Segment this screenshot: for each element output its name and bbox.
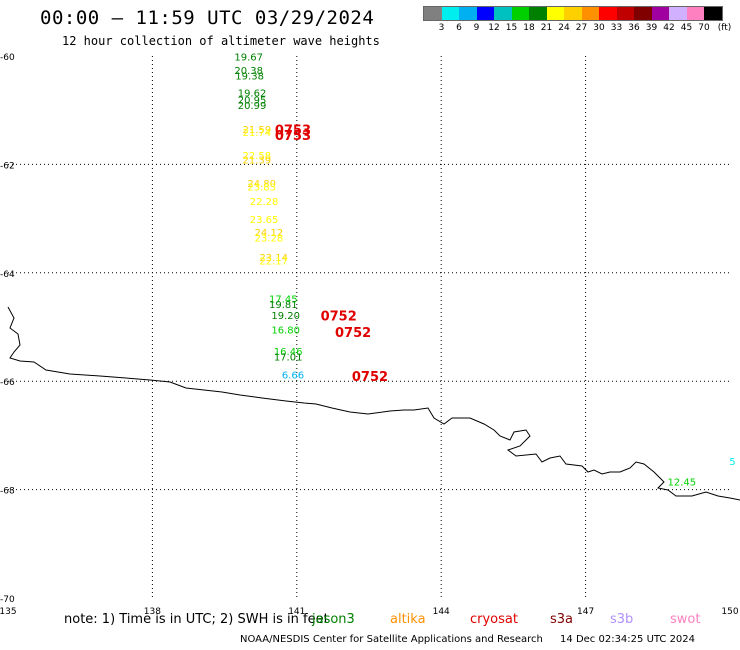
wave-height-value: 22.17 (259, 257, 288, 268)
wave-height-value: 24.80 (247, 179, 276, 190)
satellite-key-cryosat: cryosat (470, 612, 518, 627)
pass-time-label: 0753 (275, 124, 311, 139)
wave-height-value: 23.14 (259, 253, 288, 264)
legend-swatch (529, 7, 547, 20)
legend-label: 21 (540, 23, 553, 33)
legend-swatches (423, 6, 723, 21)
satellite-key-swot: swot (670, 612, 701, 627)
wave-height-value: 6.66 (282, 370, 304, 381)
lon-tick-label: 141 (288, 607, 305, 617)
legend-labels: 3 6 9 12 15 18 21 24 27 30 33 36 39 42 45 70 (ft) (423, 21, 732, 35)
lat-tick-label: -64 (0, 270, 15, 280)
legend-label: 45 (680, 23, 693, 33)
lat-tick-label: -70 (0, 595, 15, 605)
wave-height-value: 19.81 (269, 300, 298, 311)
legend-swatch (669, 7, 687, 20)
pass-time-label: 0752 (352, 370, 388, 385)
legend-swatch (616, 7, 634, 20)
legend-swatch (494, 7, 512, 20)
legend-swatch (634, 7, 652, 20)
legend-label: 27 (575, 23, 588, 33)
wave-height-value: 19.38 (235, 71, 264, 82)
wave-height-value: 24.12 (255, 228, 284, 239)
legend-label: 18 (523, 23, 535, 33)
lon-tick-label: 147 (577, 607, 594, 617)
lon-tick-label: 144 (433, 607, 450, 617)
wave-height-value: 19.20 (271, 311, 300, 322)
legend-unit: (ft) (717, 23, 732, 33)
wave-height-color-legend: 3 6 9 12 15 18 21 24 27 30 33 36 39 42 45 70 (ft) (423, 6, 732, 35)
legend-label: 15 (505, 23, 518, 33)
wave-height-value: 23.28 (255, 233, 284, 244)
legend-swatch (686, 7, 704, 20)
legend-swatch (511, 7, 529, 20)
wave-height-value: 20.38 (234, 66, 263, 77)
wave-height-value: 22.58 (243, 151, 272, 162)
lat-tick-label: -68 (0, 487, 15, 497)
wave-height-value: 23.83 (247, 182, 276, 193)
legend-swatch (651, 7, 669, 20)
legend-swatch (704, 7, 722, 20)
wave-height-value: 16.80 (271, 326, 300, 337)
wave-height-value: 16.46 (274, 347, 303, 358)
legend-label: 12 (488, 23, 500, 33)
legend-label: 70 (698, 23, 710, 33)
note-row: note: 1) Time is in UTC; 2) SWH is in fe… (64, 612, 700, 627)
footer-agency: NOAA/NESDIS Center for Satellite Applica… (240, 634, 543, 645)
wave-height-value: 20.95 (238, 96, 267, 107)
legend-label: 6 (456, 23, 462, 33)
lon-tick-label: 138 (144, 607, 161, 617)
wave-height-value: 19.62 (238, 89, 267, 100)
legend-swatch (581, 7, 599, 20)
satellite-key-jason3: jason3 (312, 612, 355, 627)
legend-swatch (599, 7, 617, 20)
satellite-key-altika: altika (390, 612, 426, 627)
legend-label: 39 (645, 23, 658, 33)
legend-label: 36 (628, 23, 640, 33)
coastline (7, 306, 740, 501)
wave-height-value: 5 (729, 457, 735, 468)
wave-height-value: 21.74 (243, 128, 272, 139)
legend-swatch (546, 7, 564, 20)
legend-label: 30 (593, 23, 605, 33)
pass-time-label: 0752 (335, 326, 371, 341)
satellite-key-s3b: s3b (610, 612, 634, 627)
legend-label: 33 (610, 23, 623, 33)
satellite-key-s3a: s3a (550, 612, 574, 627)
map-title: 00:00 – 11:59 UTC 03/29/2024 (40, 7, 375, 29)
legend-swatch (459, 7, 477, 20)
legend-label: 3 (438, 23, 445, 33)
wave-height-value: 22.28 (250, 197, 279, 208)
lon-tick-label: 150 (721, 607, 738, 617)
wave-height-value: 12.45 (668, 477, 697, 488)
map-subtitle: 12 hour collection of altimeter wave hei… (62, 34, 380, 48)
footer: NOAA/NESDIS Center for Satellite Applica… (240, 634, 695, 645)
legend-label: 24 (558, 23, 570, 33)
wave-height-value: 23.65 (250, 215, 279, 226)
legend-label: 9 (473, 23, 480, 33)
lat-tick-label: -62 (0, 161, 15, 171)
wave-height-value: 21.59 (243, 125, 272, 136)
wave-height-value: 17.01 (274, 353, 303, 364)
wave-height-value: 21.39 (243, 155, 272, 166)
lat-tick-label: -66 (0, 378, 15, 388)
footer-timestamp: 14 Dec 02:34:25 UTC 2024 (560, 634, 696, 645)
wave-height-value: 20.99 (238, 101, 267, 112)
legend-swatch (441, 7, 459, 20)
pass-time-label: 0753 (275, 129, 311, 144)
note-text: note: 1) Time is in UTC; 2) SWH is in fe… (64, 612, 329, 627)
legend-swatch (424, 7, 442, 20)
legend-label: 42 (663, 23, 675, 33)
legend-swatch (476, 7, 494, 20)
lat-tick-label: -60 (0, 53, 15, 63)
legend-swatch (564, 7, 582, 20)
wave-height-value: 19.67 (234, 52, 263, 63)
pass-time-label: 0752 (321, 309, 357, 324)
wave-height-value: 17.45 (269, 295, 298, 306)
lon-tick-label: 135 (0, 607, 17, 617)
